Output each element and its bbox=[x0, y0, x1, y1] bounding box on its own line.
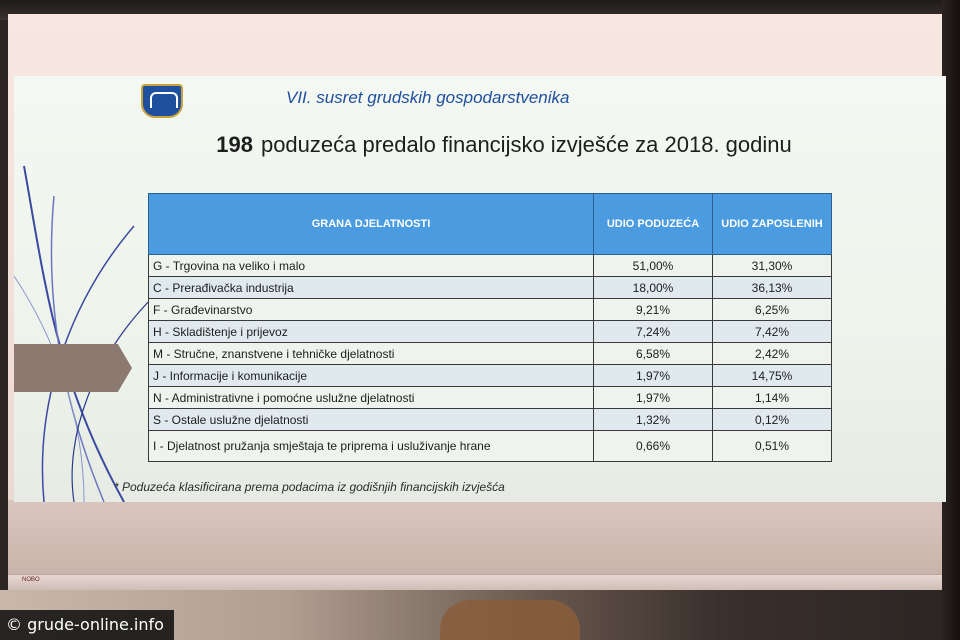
arrow-shape bbox=[14, 344, 132, 392]
row-udio-zaposlenih: 31,30% bbox=[712, 254, 832, 277]
decorative-lines bbox=[14, 165, 154, 502]
header-grana: GRANA DJELATNOSTI bbox=[148, 193, 594, 255]
row-udio-poduzeca: 6,58% bbox=[593, 342, 713, 365]
municipality-logo bbox=[141, 84, 183, 118]
table-row: J - Informacije i komunikacije 1,97% 14,… bbox=[148, 364, 832, 387]
table-row: N - Administrativne i pomoćne uslužne dj… bbox=[148, 386, 832, 409]
row-name: I - Djelatnost pružanja smještaja te pri… bbox=[148, 430, 594, 462]
header-udio-poduzeca: UDIO PODUZEĆA bbox=[593, 193, 713, 255]
row-name: C - Prerađivačka industrija bbox=[148, 276, 594, 299]
row-udio-poduzeca: 18,00% bbox=[593, 276, 713, 299]
row-udio-zaposlenih: 0,12% bbox=[712, 408, 832, 431]
presentation-slide: VII. susret grudskih gospodarstvenika 19… bbox=[14, 76, 946, 502]
row-udio-zaposlenih: 0,51% bbox=[712, 430, 832, 462]
row-name: J - Informacije i komunikacije bbox=[148, 364, 594, 387]
table-row: H - Skladištenje i prijevoz 7,24% 7,42% bbox=[148, 320, 832, 343]
table-row: S - Ostale uslužne djelatnosti 1,32% 0,1… bbox=[148, 408, 832, 431]
title-number: 198 bbox=[216, 132, 253, 157]
data-table: GRANA DJELATNOSTI UDIO PODUZEĆA UDIO ZAP… bbox=[148, 193, 832, 462]
row-udio-zaposlenih: 1,14% bbox=[712, 386, 832, 409]
row-name: N - Administrativne i pomoćne uslužne dj… bbox=[148, 386, 594, 409]
row-udio-poduzeca: 0,66% bbox=[593, 430, 713, 462]
chair bbox=[440, 600, 580, 640]
table-row: I - Djelatnost pružanja smještaja te pri… bbox=[148, 430, 832, 462]
row-udio-zaposlenih: 7,42% bbox=[712, 320, 832, 343]
row-udio-poduzeca: 7,24% bbox=[593, 320, 713, 343]
row-name: S - Ostale uslužne djelatnosti bbox=[148, 408, 594, 431]
row-name: G - Trgovina na veliko i malo bbox=[148, 254, 594, 277]
wall-edge bbox=[942, 0, 960, 640]
slide-footnote: * Poduzeća klasificirana prema podacima … bbox=[114, 480, 505, 494]
row-name: M - Stručne, znanstvene i tehničke djela… bbox=[148, 342, 594, 365]
table-row: M - Stručne, znanstvene i tehničke djela… bbox=[148, 342, 832, 365]
row-udio-poduzeca: 9,21% bbox=[593, 298, 713, 321]
row-udio-poduzeca: 1,97% bbox=[593, 364, 713, 387]
title-text: poduzeća predalo financijsko izvješće za… bbox=[260, 132, 792, 157]
screen-bottom-bar: NOBO bbox=[8, 574, 944, 591]
table-header-row: GRANA DJELATNOSTI UDIO PODUZEĆA UDIO ZAP… bbox=[148, 193, 832, 255]
screen-shadow bbox=[8, 500, 944, 574]
slide-header-title: VII. susret grudskih gospodarstvenika bbox=[286, 88, 570, 107]
row-name: H - Skladištenje i prijevoz bbox=[148, 320, 594, 343]
row-udio-zaposlenih: 6,25% bbox=[712, 298, 832, 321]
screen-brand-logo: NOBO bbox=[22, 577, 40, 583]
row-udio-poduzeca: 1,32% bbox=[593, 408, 713, 431]
row-udio-zaposlenih: 2,42% bbox=[712, 342, 832, 365]
table-row: C - Prerađivačka industrija 18,00% 36,13… bbox=[148, 276, 832, 299]
row-udio-zaposlenih: 14,75% bbox=[712, 364, 832, 387]
row-udio-zaposlenih: 36,13% bbox=[712, 276, 832, 299]
header-udio-zaposlenih: UDIO ZAPOSLENIH bbox=[712, 193, 832, 255]
watermark: © grude-online.info bbox=[0, 610, 174, 640]
table-row: G - Trgovina na veliko i malo 51,00% 31,… bbox=[148, 254, 832, 277]
row-udio-poduzeca: 1,97% bbox=[593, 386, 713, 409]
row-udio-poduzeca: 51,00% bbox=[593, 254, 713, 277]
table-row: F - Građevinarstvo 9,21% 6,25% bbox=[148, 298, 832, 321]
row-name: F - Građevinarstvo bbox=[148, 298, 594, 321]
slide-title: 198 poduzeća predalo financijsko izvješće… bbox=[144, 132, 864, 157]
